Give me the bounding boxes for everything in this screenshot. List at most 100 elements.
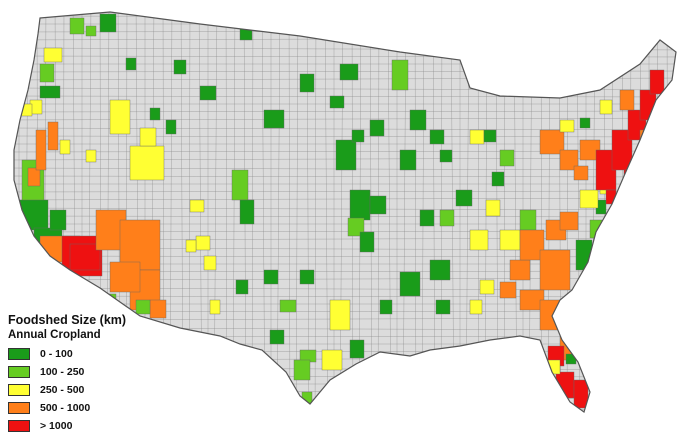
legend-swatch: [8, 420, 30, 432]
county-patch: [321, 349, 343, 371]
legend: Foodshed Size (km) Annual Cropland 0 - 1…: [8, 313, 208, 435]
county-patch: [339, 63, 359, 81]
county-patch: [329, 299, 351, 331]
legend-label: 500 - 1000: [40, 402, 91, 414]
county-patch: [199, 85, 217, 101]
county-patch: [35, 129, 47, 171]
legend-swatch: [8, 366, 30, 378]
county-patch: [85, 25, 97, 37]
county-patch: [99, 293, 117, 309]
county-patch: [559, 119, 575, 133]
legend-label: 0 - 100: [40, 348, 73, 360]
county-patch: [439, 149, 453, 163]
county-patch: [379, 299, 393, 315]
legend-swatch: [8, 348, 30, 360]
county-patch: [85, 149, 97, 163]
legend-item: 250 - 500: [8, 381, 208, 399]
county-patch: [499, 149, 515, 167]
county-line: [314, 12, 317, 412]
county-patch: [439, 349, 461, 373]
county-patch: [99, 13, 117, 33]
county-patch: [435, 299, 451, 315]
county-patch: [279, 299, 297, 313]
county-patch: [369, 195, 387, 215]
county-patch: [209, 299, 221, 315]
legend-item: > 1000: [8, 417, 208, 435]
legend-item: 500 - 1000: [8, 399, 208, 417]
county-patch: [195, 235, 211, 251]
county-patch: [125, 57, 137, 71]
county-line: [14, 95, 676, 98]
county-patch: [47, 121, 59, 151]
county-patch: [129, 145, 165, 181]
legend-subtitle: Annual Cropland: [8, 329, 101, 341]
county-patch: [109, 261, 141, 293]
county-line: [685, 0, 687, 439]
county-patch: [359, 231, 375, 253]
county-line: [288, 12, 291, 412]
county-patch: [619, 89, 635, 111]
county-patch: [509, 259, 531, 281]
county-patch: [293, 359, 311, 381]
county-patch: [263, 269, 279, 285]
county-patch: [351, 129, 365, 143]
county-patch: [483, 129, 497, 143]
county-patch: [409, 109, 427, 131]
county-patch: [329, 95, 345, 109]
county-patch: [335, 139, 357, 171]
county-patch: [455, 189, 473, 207]
county-patch: [239, 199, 255, 225]
county-patch: [189, 199, 205, 213]
county-line: [610, 12, 614, 412]
county-patch: [439, 209, 455, 227]
county-patch: [165, 119, 177, 135]
county-patch: [429, 259, 451, 281]
county-line: [0, 8, 700, 10]
county-patch: [539, 129, 565, 155]
county-patch: [399, 149, 417, 171]
county-patch: [469, 129, 485, 145]
county-patch: [479, 279, 495, 295]
county-patch: [235, 279, 249, 295]
county-patch: [589, 219, 603, 239]
county-patch: [347, 217, 365, 237]
county-patch: [419, 209, 435, 227]
legend-title: Foodshed Size (km): [8, 313, 127, 327]
county-patch: [299, 73, 315, 93]
legend-item: 0 - 100: [8, 345, 208, 363]
county-line: [603, 12, 606, 412]
county-patch: [269, 329, 285, 345]
county-patch: [59, 139, 71, 155]
county-line: [629, 12, 632, 412]
county-patch: [369, 119, 385, 137]
county-patch: [429, 129, 445, 145]
county-patch: [27, 167, 41, 187]
county-patch: [263, 109, 285, 129]
county-patch: [523, 339, 541, 355]
county-patch: [485, 199, 501, 217]
county-line: [621, 12, 625, 412]
county-patch: [39, 85, 61, 99]
county-patch: [469, 229, 489, 251]
county-patch: [173, 59, 187, 75]
county-patch: [39, 63, 55, 83]
county-patch: [17, 199, 49, 231]
county-patch: [565, 353, 577, 365]
county-patch: [203, 255, 217, 271]
county-patch: [391, 59, 409, 91]
county-patch: [149, 107, 161, 121]
county-patch: [109, 99, 131, 135]
county-patch: [579, 117, 591, 129]
legend-item: 100 - 250: [8, 363, 208, 381]
county-patch: [519, 229, 545, 261]
county-patch: [49, 209, 67, 231]
legend-label: > 1000: [40, 420, 73, 432]
county-patch: [649, 69, 665, 95]
county-line: [14, 135, 676, 138]
county-patch: [185, 239, 197, 253]
county-patch: [43, 47, 63, 63]
county-patch: [349, 339, 365, 359]
county-patch: [611, 129, 633, 171]
